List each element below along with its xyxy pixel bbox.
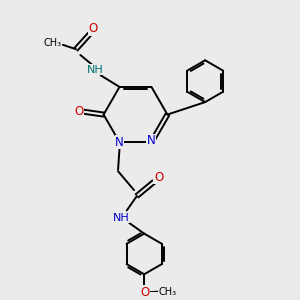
Text: CH₃: CH₃ [158,287,176,297]
Text: N: N [147,134,156,147]
Text: O: O [154,170,163,184]
Text: O: O [74,105,83,118]
Text: O: O [89,22,98,35]
Text: NH: NH [112,213,129,223]
Text: N: N [115,136,124,149]
Text: NH: NH [86,64,103,74]
Text: O: O [140,286,149,299]
Text: CH₃: CH₃ [44,38,62,48]
